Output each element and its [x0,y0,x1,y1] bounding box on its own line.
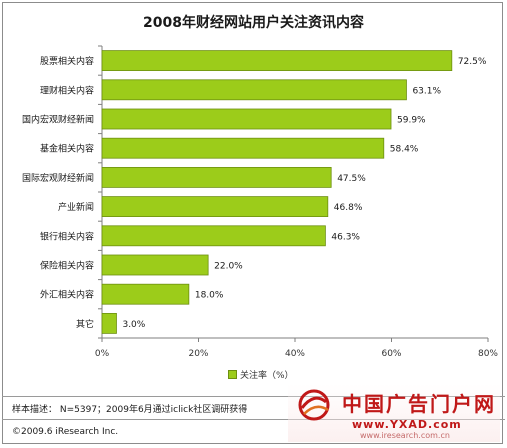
data-label: 22.0% [214,262,243,272]
sample-note: 样本描述： N=5397；2009年6月通过iclick社区调研获得 [12,405,248,415]
data-label: 72.5% [458,57,487,67]
bar [101,225,326,247]
footnote-separator-top [2,396,505,397]
data-label: 46.8% [334,203,363,213]
x-tick-label: 40% [285,349,305,359]
category-label: 保险相关内容 [40,260,94,272]
bar [101,312,117,334]
category-label: 股票相关内容 [40,55,94,67]
x-tick-label: 20% [188,349,208,359]
legend-label: 关注率（%） [240,371,294,381]
bar [101,50,453,71]
bar [101,283,190,305]
copyright: ©2009.6 iResearch Inc. [12,427,119,437]
data-label: 18.0% [195,291,224,301]
data-label: 46.3% [331,232,360,242]
legend: 关注率（%） [228,368,294,381]
category-label: 基金相关内容 [40,143,94,155]
data-label: 58.4% [390,145,419,155]
bar [101,166,332,188]
data-label: 59.9% [397,116,426,126]
category-label: 银行相关内容 [40,230,94,242]
watermark-logo-icon [298,389,330,421]
x-tick-label: 80% [478,349,498,359]
chart-frame [2,2,503,444]
category-label: 其它 [76,318,94,330]
bar [101,137,385,159]
data-label: 63.1% [412,86,441,96]
bar [101,108,392,130]
watermark-url-secondary: www.iresearch.com.cn [360,431,450,440]
chart-title: 2008年财经网站用户关注资讯内容 [143,15,364,31]
footnote-separator-bottom [2,419,505,420]
x-tick-label: 0% [95,349,110,359]
category-label: 产业新闻 [58,201,94,213]
bar [101,254,209,276]
legend-swatch [228,370,237,379]
category-label: 国际宏观财经新闻 [22,172,94,184]
bar [101,79,407,101]
category-label: 外汇相关内容 [40,289,94,301]
watermark-url: www.YXAD.com [352,418,462,431]
watermark-stamp: 中国广告门户网 www.YXAD.com www.iresearch.com.c… [288,384,500,442]
footnote-area: 样本描述： N=5397；2009年6月通过iclick社区调研获得 ©2009… [0,396,507,442]
bar [101,196,329,218]
category-label: 理财相关内容 [40,84,94,96]
data-label: 47.5% [337,174,366,184]
category-label: 国内宏观财经新闻 [22,114,94,126]
x-tick-label: 60% [381,349,401,359]
watermark-cn-text: 中国广告门户网 [342,392,496,416]
data-label: 3.0% [122,320,145,330]
